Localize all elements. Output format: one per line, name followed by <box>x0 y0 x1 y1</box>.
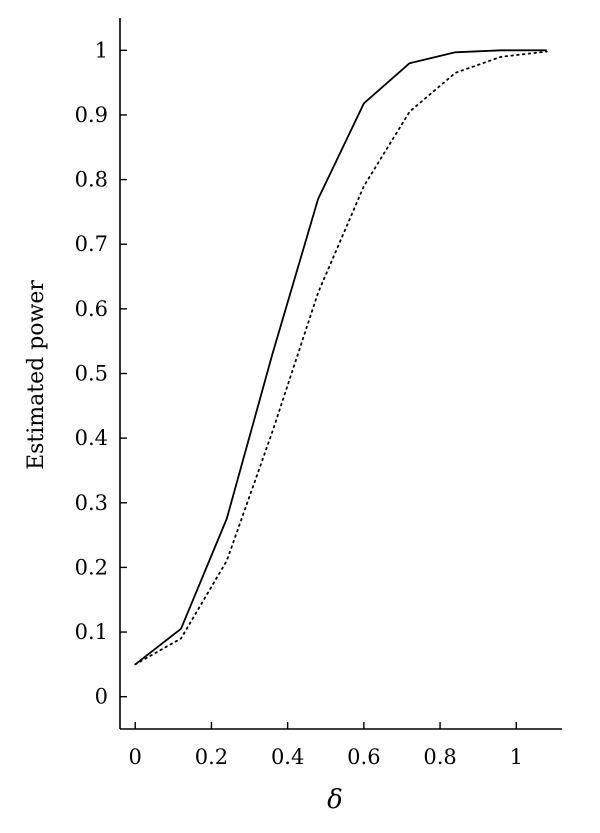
y-tick-label: 0.8 <box>75 168 108 192</box>
x-tick-label: 0.4 <box>271 745 304 769</box>
x-tick-label: 0.2 <box>195 745 228 769</box>
x-axis-title: δ <box>327 785 343 815</box>
y-tick-label: 0.6 <box>75 297 108 321</box>
y-tick-label: 0.4 <box>75 426 108 450</box>
y-tick-label: 1 <box>95 38 108 62</box>
x-tick-label: 0.6 <box>347 745 380 769</box>
series-layer <box>134 49 548 666</box>
y-tick-label: 0.2 <box>75 555 108 579</box>
y-tick-label: 0 <box>95 685 108 709</box>
x-tick-label: 0.8 <box>423 745 456 769</box>
series-line-dotted <box>134 50 548 666</box>
axes <box>119 18 562 730</box>
ticks: 0 0.1 0.2 0.3 0.4 0.5 0.6 0.7 0.8 0.9 1 0 0.2 0.4 0.6 0… <box>75 38 523 769</box>
y-axis-title: Estimated power <box>24 280 49 470</box>
x-tick-label: 1 <box>510 745 523 769</box>
y-tick-label: 0.5 <box>75 362 108 386</box>
y-tick-label: 0.1 <box>75 620 108 644</box>
y-tick-label: 0.7 <box>75 232 108 256</box>
series-line-solid <box>134 49 547 666</box>
y-tick-label: 0.3 <box>75 491 108 515</box>
x-tick-label: 0 <box>129 745 142 769</box>
y-tick-label: 0.9 <box>75 103 108 127</box>
